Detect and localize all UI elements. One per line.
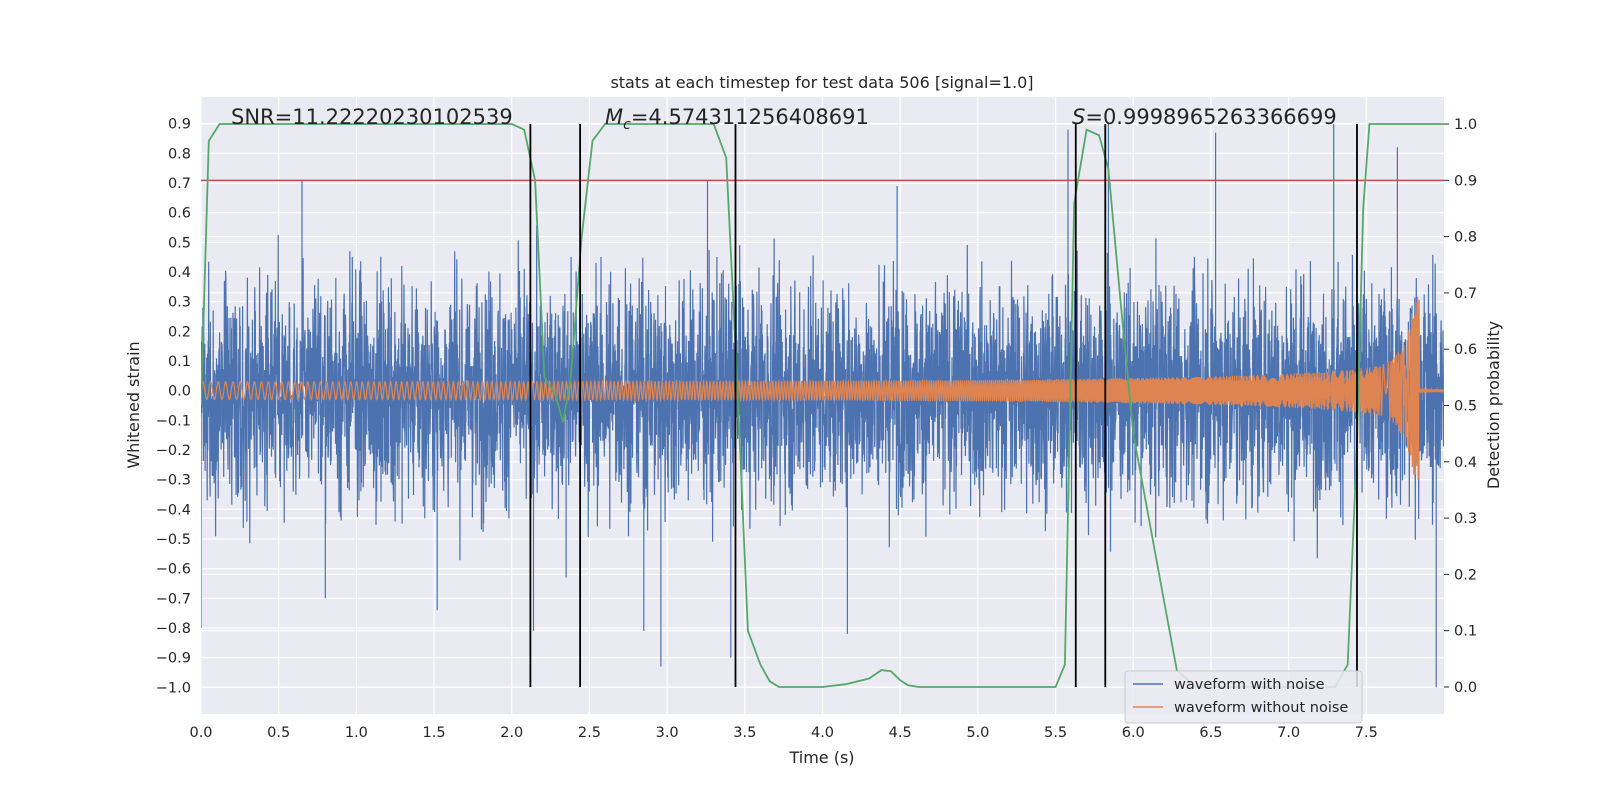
x-tick-label: 3.0 bbox=[656, 725, 679, 741]
s-value: =0.9998965263366699 bbox=[1085, 105, 1336, 129]
x-tick-label: 5.0 bbox=[966, 725, 989, 741]
series-waveform-without-noise bbox=[201, 296, 1444, 480]
y-axis-ticks: 0.9 0.8 0.7 0.6 0.5 0.4 0.3 0.2 0.1 0.0 −0.1 −0.2 −0… bbox=[156, 117, 191, 697]
x-tick-label: 7.0 bbox=[1277, 725, 1300, 741]
y-tick-label: −0.1 bbox=[156, 413, 191, 429]
y2-tick-label: 0.5 bbox=[1454, 399, 1477, 415]
legend-label-noise: waveform with noise bbox=[1174, 677, 1325, 693]
y2-tick-label: 1.0 bbox=[1454, 117, 1477, 133]
y2-tick-label: 0.3 bbox=[1454, 511, 1477, 527]
y-tick-label: 0.9 bbox=[168, 117, 191, 133]
y2-tick-label: 0.4 bbox=[1454, 455, 1477, 471]
x-tick-label: 3.5 bbox=[733, 725, 756, 741]
x-tick-label: 0.0 bbox=[189, 725, 212, 741]
plot-area bbox=[201, 123, 1444, 688]
y-tick-label: 0.8 bbox=[168, 146, 191, 162]
y-tick-label: 0.3 bbox=[168, 295, 191, 311]
y-tick-label: −0.2 bbox=[156, 443, 191, 459]
y-tick-label: −0.4 bbox=[156, 502, 191, 518]
x-tick-label: 5.5 bbox=[1044, 725, 1067, 741]
y-tick-label: 0.2 bbox=[168, 324, 191, 340]
y-tick-label: −0.6 bbox=[156, 562, 191, 578]
y2-tick-label: 0.1 bbox=[1454, 624, 1477, 640]
x-tick-label: 7.5 bbox=[1355, 725, 1378, 741]
y2-tick-label: 0.6 bbox=[1454, 342, 1477, 358]
y2-tick-label: 0.8 bbox=[1454, 230, 1477, 246]
x-tick-label: 6.0 bbox=[1122, 725, 1145, 741]
y-tick-label: −0.5 bbox=[156, 532, 191, 548]
legend: waveform with noise waveform without noi… bbox=[1124, 670, 1363, 724]
x-axis-label: Time (s) bbox=[788, 748, 854, 767]
chirp-mass-subscript: c bbox=[623, 117, 631, 133]
y2-tick-label: 0.9 bbox=[1454, 173, 1477, 189]
x-tick-label: 4.0 bbox=[811, 725, 834, 741]
y-tick-label: 0.5 bbox=[168, 235, 191, 251]
s-annotation: S=0.9998965263366699 bbox=[1072, 105, 1337, 129]
y-tick-label: 0.7 bbox=[168, 176, 191, 192]
y-tick-label: −0.9 bbox=[156, 651, 191, 667]
legend-label-clean: waveform without noise bbox=[1174, 700, 1348, 716]
y-tick-label: −0.3 bbox=[156, 473, 191, 489]
snr-annotation: SNR=11.22220230102539 bbox=[231, 105, 513, 129]
y-tick-label: 0.0 bbox=[168, 384, 191, 400]
y2-tick-label: 0.7 bbox=[1454, 286, 1477, 302]
chart-title: stats at each timestep for test data 506… bbox=[610, 73, 1033, 92]
y-axis-label: Whitened strain bbox=[124, 341, 143, 468]
y-tick-label: 0.6 bbox=[168, 206, 191, 222]
legend-box bbox=[1124, 670, 1363, 724]
series-detection-probability bbox=[201, 123, 1444, 688]
x-tick-label: 1.5 bbox=[423, 725, 446, 741]
y2-axis-label: Detection probability bbox=[1484, 321, 1503, 489]
y2-axis-ticks: 1.0 0.9 0.8 0.7 0.6 0.5 0.4 0.3 0.2 0.1 0.0 bbox=[1444, 117, 1477, 696]
chirp-mass-symbol: M bbox=[605, 105, 623, 129]
chirp-mass-annotation: Mc=4.574311256408691 bbox=[605, 105, 869, 133]
x-tick-label: 1.0 bbox=[345, 725, 368, 741]
y-tick-label: −1.0 bbox=[156, 680, 191, 696]
y-tick-label: −0.8 bbox=[156, 621, 191, 637]
x-tick-label: 0.5 bbox=[267, 725, 290, 741]
x-tick-label: 6.5 bbox=[1199, 725, 1222, 741]
chirp-mass-value: =4.574311256408691 bbox=[631, 105, 869, 129]
y2-tick-label: 0.2 bbox=[1454, 567, 1477, 583]
x-tick-label: 4.5 bbox=[889, 725, 912, 741]
y-tick-label: 0.1 bbox=[168, 354, 191, 370]
y2-tick-label: 0.0 bbox=[1454, 680, 1477, 696]
x-tick-label: 2.0 bbox=[500, 725, 523, 741]
y-tick-label: −0.7 bbox=[156, 591, 191, 607]
s-symbol: S bbox=[1072, 105, 1085, 129]
x-axis-ticks: 0.0 0.5 1.0 1.5 2.0 2.5 3.0 3.5 4.0 4.5 5.0 5.5 6.0 6… bbox=[189, 725, 1377, 741]
y-tick-label: 0.4 bbox=[168, 265, 191, 281]
x-tick-label: 2.5 bbox=[578, 725, 601, 741]
